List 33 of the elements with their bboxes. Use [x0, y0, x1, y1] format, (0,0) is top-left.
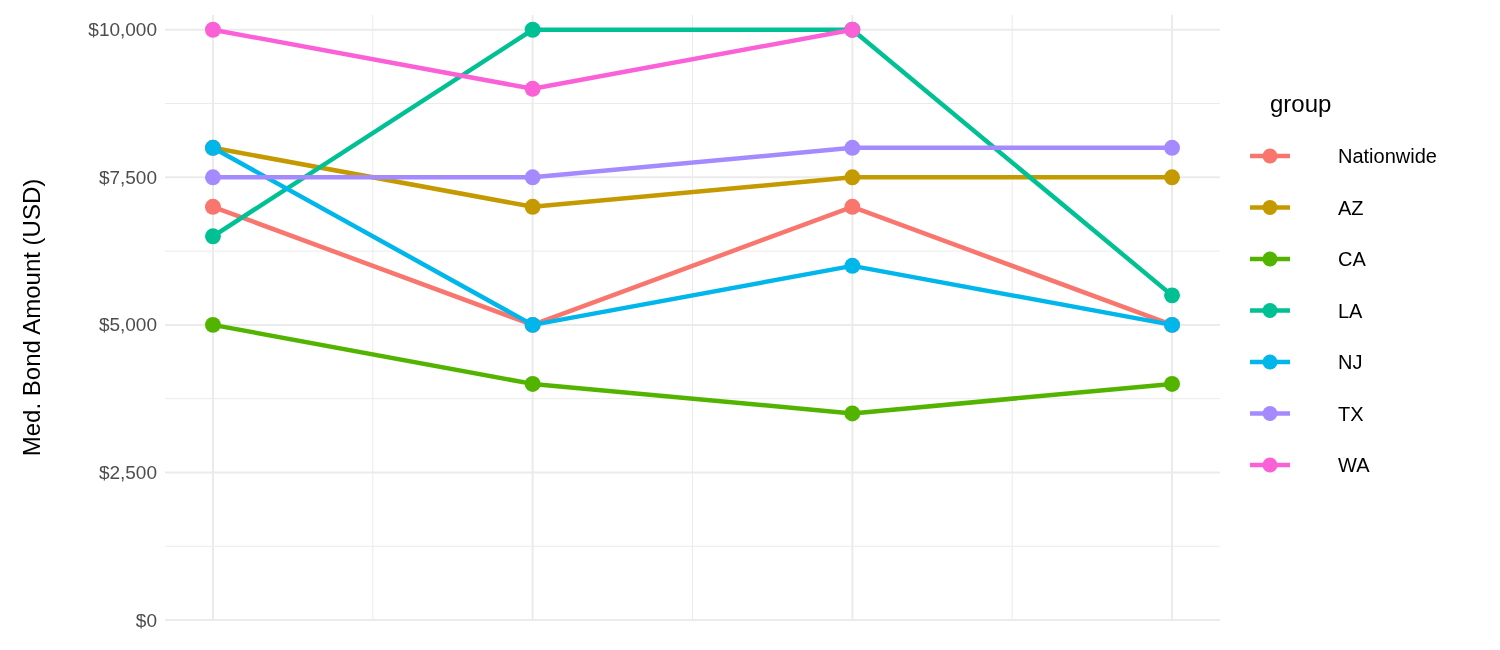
- y-tick-label: $10,000: [88, 19, 157, 41]
- point: [204, 169, 221, 186]
- legend-label: TX: [1338, 402, 1364, 425]
- y-tick-label: $5,000: [98, 314, 157, 336]
- point: [844, 257, 861, 274]
- legend-label: CA: [1338, 248, 1367, 270]
- point: [1164, 287, 1181, 304]
- legend-label: Nationwide: [1338, 145, 1437, 167]
- point: [524, 80, 541, 97]
- point: [204, 21, 221, 38]
- point: [844, 139, 861, 156]
- y-axis-title: Med. Bond Amount (USD): [18, 178, 45, 457]
- y-tick-label: $0: [135, 609, 157, 631]
- y-tick-label: $7,500: [98, 166, 157, 188]
- point: [524, 169, 541, 186]
- point: [844, 169, 861, 186]
- point: [524, 375, 541, 392]
- point: [524, 198, 541, 215]
- point: [1164, 139, 1181, 156]
- point: [844, 198, 861, 215]
- y-tick-label: $2,500: [98, 462, 157, 484]
- point: [1164, 169, 1181, 186]
- point: [524, 21, 541, 38]
- legend-title: group: [1270, 90, 1332, 117]
- legend-label: AZ: [1338, 196, 1364, 219]
- point: [204, 316, 221, 333]
- point: [204, 228, 221, 245]
- legend-label: LA: [1338, 299, 1364, 322]
- legend-label: NJ: [1338, 351, 1363, 373]
- point: [1164, 375, 1181, 392]
- point: [204, 198, 221, 215]
- legend-label: WA: [1338, 454, 1371, 476]
- point: [844, 405, 861, 422]
